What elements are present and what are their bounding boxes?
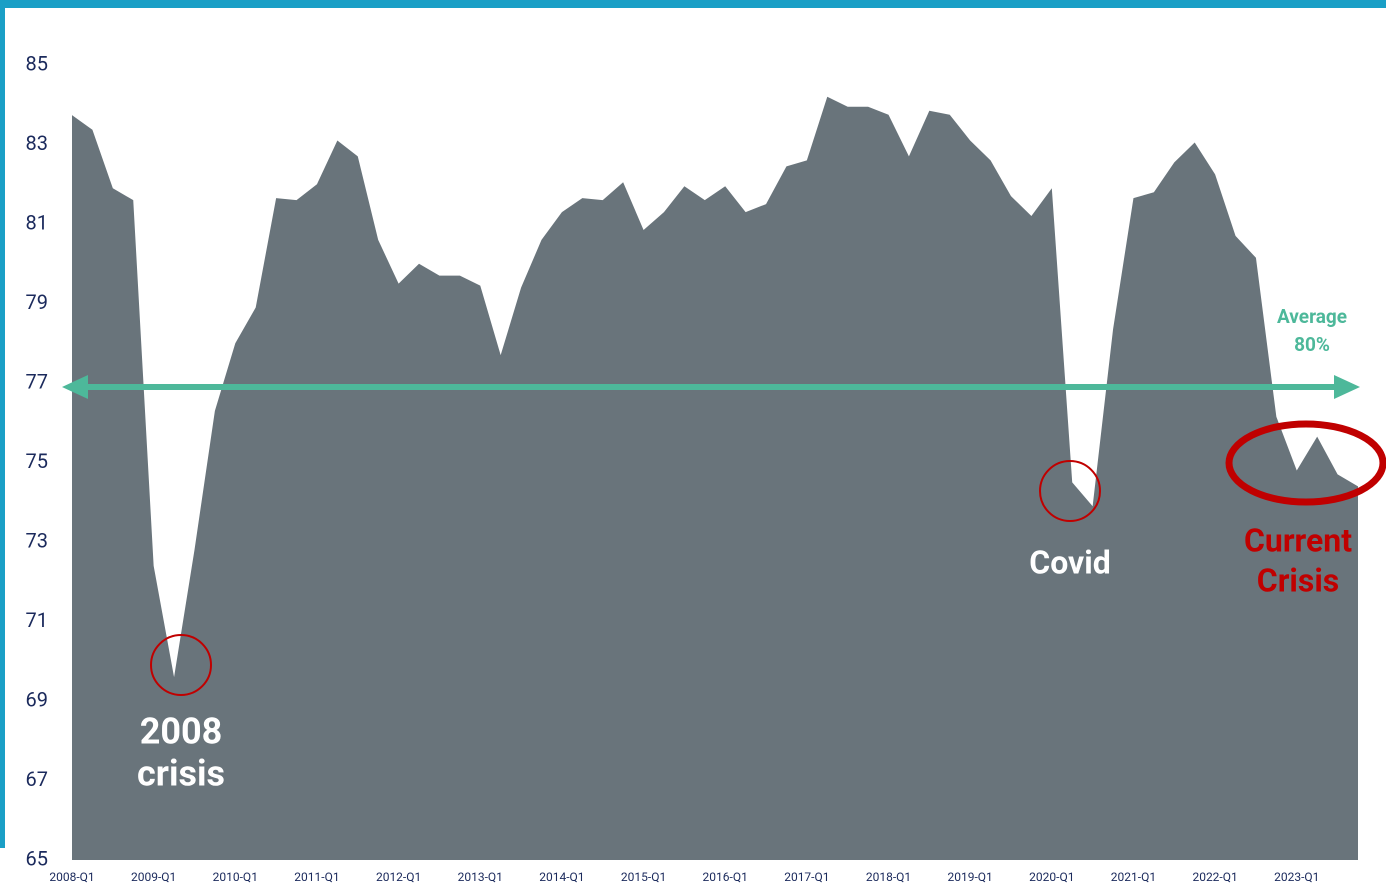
average-label: Average bbox=[1277, 305, 1347, 328]
x-tick-label: 2022-Q1 bbox=[1192, 870, 1237, 884]
annotation: 2008 bbox=[140, 711, 223, 753]
x-tick-label: 2017-Q1 bbox=[784, 870, 829, 884]
x-tick-label: 2020-Q1 bbox=[1029, 870, 1074, 884]
y-tick-label: 65 bbox=[26, 846, 48, 870]
highlight-circle bbox=[150, 634, 212, 696]
side-bar bbox=[0, 0, 5, 848]
annotation: Current bbox=[1244, 521, 1352, 559]
x-tick-label: 2013-Q1 bbox=[458, 870, 503, 884]
y-tick-label: 75 bbox=[26, 449, 48, 473]
y-tick-label: 71 bbox=[26, 608, 48, 632]
x-tick-label: 2008-Q1 bbox=[49, 870, 94, 884]
y-tick-label: 81 bbox=[26, 210, 48, 234]
x-tick-label: 2009-Q1 bbox=[131, 870, 176, 884]
y-tick-label: 79 bbox=[26, 290, 48, 314]
x-tick-label: 2016-Q1 bbox=[703, 870, 748, 884]
y-tick-label: 73 bbox=[26, 528, 48, 552]
x-tick-label: 2011-Q1 bbox=[294, 870, 339, 884]
top-bar bbox=[0, 0, 1386, 8]
x-tick-label: 2015-Q1 bbox=[621, 870, 666, 884]
x-tick-label: 2014-Q1 bbox=[539, 870, 584, 884]
x-tick-label: 2018-Q1 bbox=[866, 870, 911, 884]
y-tick-label: 77 bbox=[26, 369, 48, 393]
arrow-head bbox=[62, 374, 88, 399]
x-tick-label: 2012-Q1 bbox=[376, 870, 421, 884]
annotation: Covid bbox=[1029, 543, 1110, 581]
x-tick-label: 2021-Q1 bbox=[1111, 870, 1156, 884]
annotation: crisis bbox=[137, 753, 225, 795]
y-tick-label: 83 bbox=[26, 131, 48, 155]
annotation: Crisis bbox=[1257, 561, 1339, 599]
x-tick-label: 2010-Q1 bbox=[213, 870, 258, 884]
y-tick-label: 69 bbox=[26, 687, 48, 711]
y-tick-label: 85 bbox=[26, 51, 48, 75]
x-tick-label: 2019-Q1 bbox=[948, 870, 993, 884]
y-tick-label: 67 bbox=[26, 767, 48, 791]
area bbox=[72, 96, 1358, 861]
average-label: 80% bbox=[1294, 333, 1330, 356]
highlight-circle bbox=[1039, 460, 1101, 522]
highlight-ellipse bbox=[1225, 420, 1386, 506]
arrow-head bbox=[1334, 374, 1360, 399]
x-tick-label: 2023-Q1 bbox=[1274, 870, 1319, 884]
